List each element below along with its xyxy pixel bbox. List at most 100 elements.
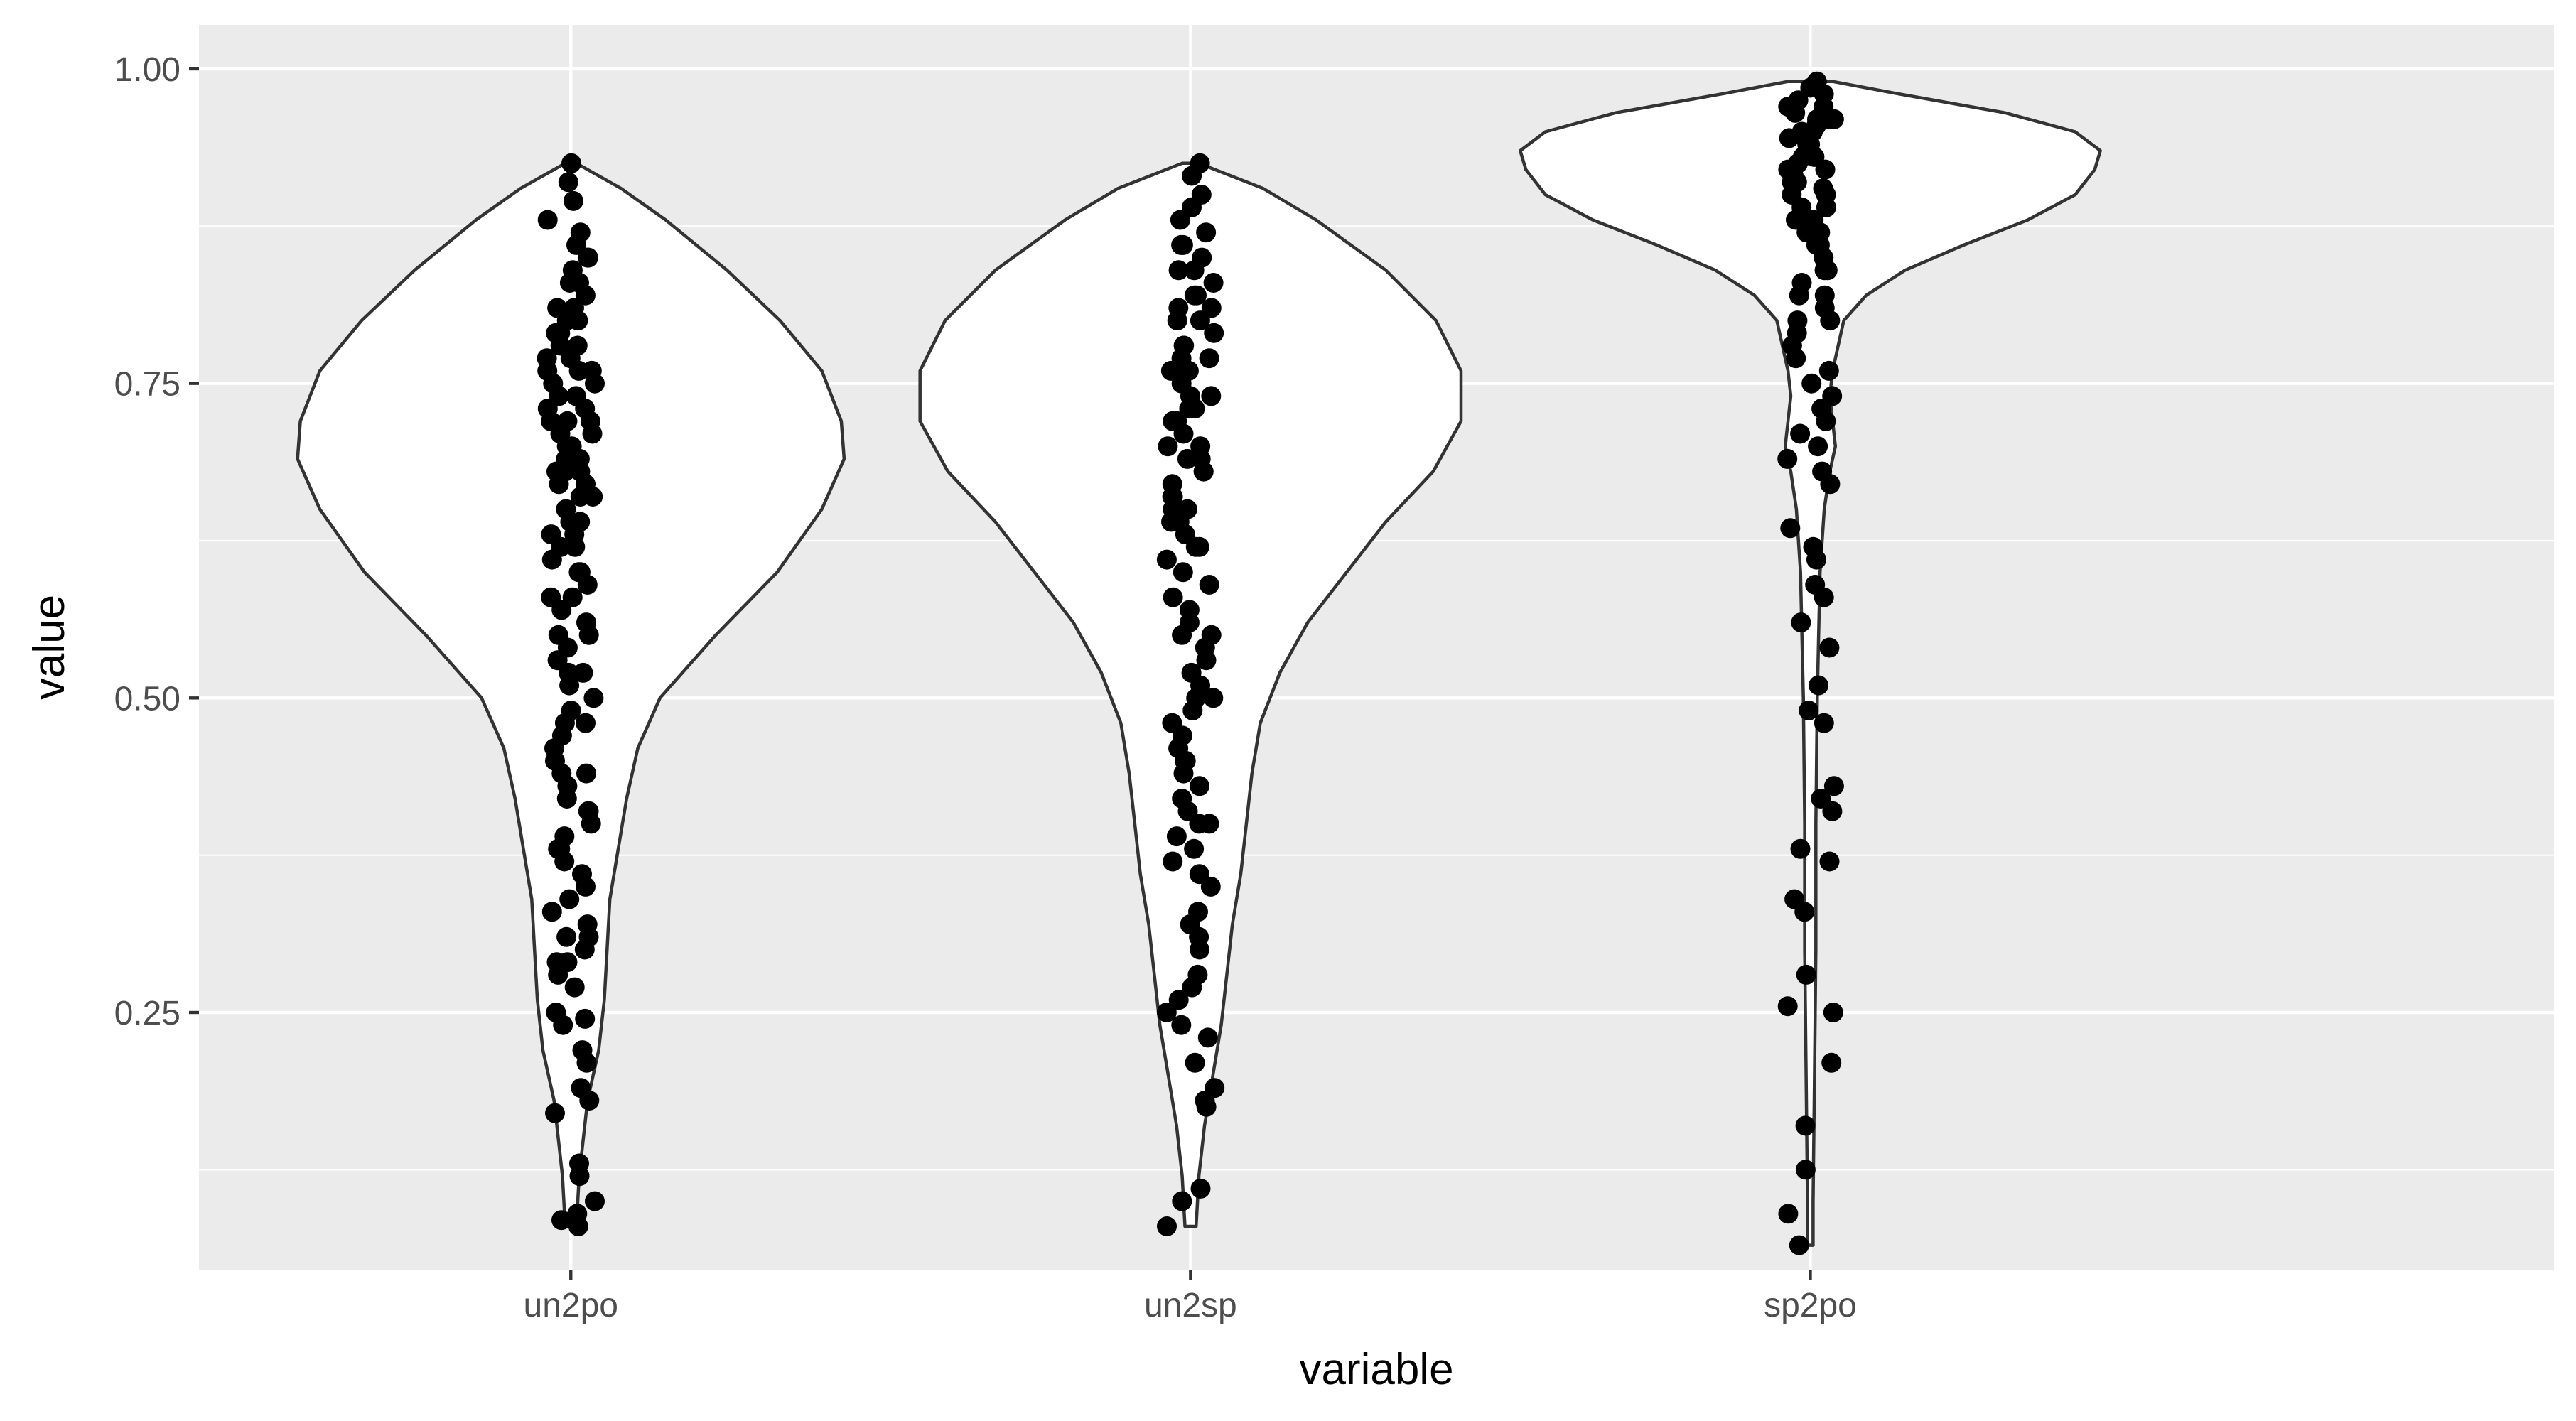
data-point-un2sp [1179,600,1200,620]
data-point-un2sp [1156,1003,1177,1022]
data-point-un2sp [1191,185,1212,205]
data-point-un2sp [1173,234,1193,255]
data-point-un2sp [1177,499,1197,519]
data-point-un2sp [1199,575,1219,595]
data-point-sp2po [1801,373,1822,394]
data-point-sp2po [1789,1235,1809,1255]
data-point-un2sp [1172,789,1192,809]
data-point-sp2po [1796,964,1816,985]
data-point-un2po [541,587,561,607]
data-point-un2po [551,763,572,784]
data-point-un2sp [1163,851,1183,872]
data-point-sp2po [1804,146,1825,167]
data-point-sp2po [1814,260,1835,281]
data-point-sp2po [1814,285,1835,306]
data-point-sp2po [1795,1160,1816,1180]
data-point-un2po [562,587,583,607]
data-point-un2sp [1172,1191,1192,1211]
data-point-un2po [559,889,580,909]
data-point-un2sp [1168,298,1189,318]
data-point-un2po [575,1008,596,1029]
data-point-un2po [567,1204,588,1224]
data-point-sp2po [1814,713,1834,733]
data-point-sp2po [1805,575,1826,595]
data-point-un2po [560,348,581,369]
data-point-un2sp [1168,990,1189,1010]
y-axis: 0.25 0.50 0.75 1.00 [114,51,199,1032]
data-point-un2sp [1205,1078,1225,1098]
data-point-un2po [546,323,566,343]
data-point-un2sp [1158,436,1178,457]
y-tick-label: 1.00 [114,51,180,89]
data-point-sp2po [1819,851,1840,872]
data-point-un2sp [1190,153,1210,173]
data-point-un2sp [1190,1178,1211,1199]
data-point-un2po [564,298,584,318]
data-point-un2po [578,801,598,821]
data-point-sp2po [1778,159,1799,180]
data-point-sp2po [1778,1204,1799,1224]
x-tick-label-un2sp: un2sp [1144,1287,1237,1324]
jitter-points [537,71,1844,1255]
data-point-un2po [576,763,596,784]
data-point-un2sp [1181,662,1202,683]
data-point-un2po [568,562,589,583]
data-point-un2po [575,399,596,419]
data-point-un2sp [1201,625,1222,645]
data-point-un2sp [1193,461,1214,482]
data-point-un2po [537,360,558,381]
data-point-un2sp [1199,814,1219,834]
data-point-un2sp [1163,587,1183,607]
data-point-un2po [547,298,568,318]
data-point-sp2po [1822,386,1843,406]
data-point-un2sp [1187,964,1208,985]
x-tick-label-un2po: un2po [524,1287,618,1324]
data-point-un2sp [1201,298,1222,318]
data-point-un2sp [1203,688,1224,708]
data-point-un2sp [1197,1027,1218,1048]
data-point-un2po [556,499,576,519]
data-point-un2po [551,1210,571,1231]
data-point-un2sp [1177,448,1197,469]
data-point-sp2po [1803,121,1823,142]
data-point-sp2po [1799,701,1819,720]
y-tick-label: 0.50 [114,680,180,718]
data-point-sp2po [1823,109,1844,129]
data-point-sp2po [1780,518,1801,539]
y-tick-label: 0.25 [114,995,180,1032]
data-point-un2sp [1204,323,1224,343]
data-point-un2sp [1189,536,1209,557]
data-point-un2sp [1173,562,1193,583]
data-point-sp2po [1818,360,1839,381]
data-point-un2po [576,713,596,733]
data-point-un2sp [1187,285,1207,306]
data-point-un2po [551,536,571,557]
data-point-un2po [541,902,562,922]
data-point-sp2po [1790,838,1811,859]
data-point-sp2po [1796,222,1817,243]
data-point-un2po [546,461,566,482]
data-point-un2sp [1185,1052,1205,1073]
data-point-sp2po [1791,612,1811,633]
data-point-sp2po [1819,637,1840,658]
data-point-sp2po [1822,801,1843,821]
data-point-un2po [571,1078,591,1098]
data-point-un2sp [1162,713,1182,733]
data-point-sp2po [1777,448,1798,469]
data-point-sp2po [1790,423,1811,444]
data-point-un2po [548,838,568,859]
data-point-un2po [576,612,596,633]
x-tick-label-sp2po: sp2po [1764,1287,1857,1324]
data-point-un2sp [1190,436,1211,457]
data-point-un2po [569,273,589,293]
data-point-un2sp [1184,838,1205,859]
data-point-un2po [577,914,598,935]
data-point-un2sp [1184,260,1205,281]
data-point-un2po [578,247,598,268]
data-point-un2po [576,876,596,897]
data-point-un2po [563,190,583,211]
data-point-un2po [585,1191,605,1211]
data-point-un2sp [1201,386,1222,406]
data-point-un2sp [1199,348,1219,369]
data-point-un2sp [1171,348,1192,369]
